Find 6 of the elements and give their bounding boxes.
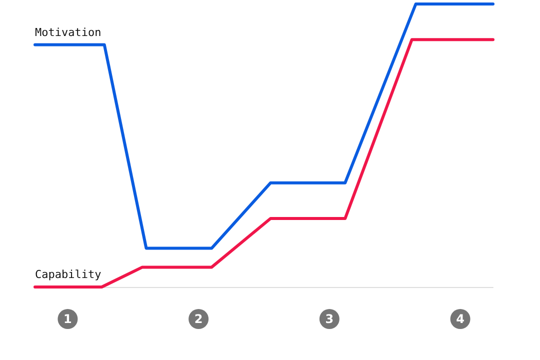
x-tick-label: 2 [194,312,203,326]
series-label: Motivation [35,26,102,39]
x-tick-label: 4 [456,312,464,326]
x-tick-label: 3 [325,312,334,326]
x-tick-label: 1 [64,312,72,326]
series-label: Capability [35,268,102,281]
